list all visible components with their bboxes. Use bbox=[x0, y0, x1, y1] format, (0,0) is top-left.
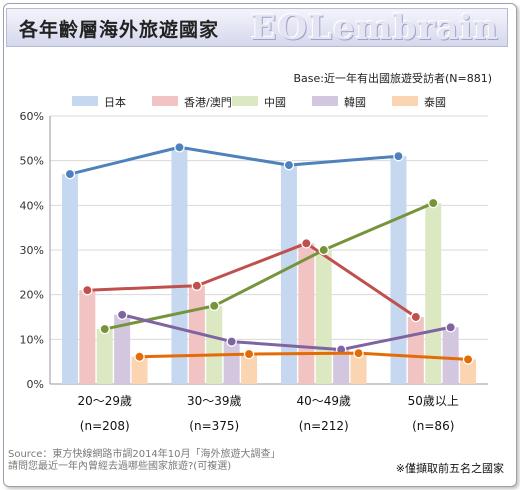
bar bbox=[171, 147, 188, 384]
footnote: ※僅擷取前五名之國家 bbox=[395, 462, 504, 475]
source-line-2: 請問您最近一年內曾經去過哪些國家旅遊?(可複選) bbox=[8, 461, 232, 472]
x-category-label: 50歲以上 bbox=[408, 394, 459, 408]
x-category-sample-size: (n=86) bbox=[412, 419, 454, 433]
bar bbox=[333, 349, 350, 384]
bar bbox=[350, 353, 367, 384]
data-point bbox=[116, 309, 128, 321]
data-point bbox=[64, 168, 76, 180]
legend-label: 香港/澳門 bbox=[184, 96, 232, 109]
legend-swatch bbox=[392, 96, 418, 106]
data-point bbox=[283, 159, 295, 171]
bar bbox=[131, 356, 148, 384]
y-tick-label: 60% bbox=[20, 110, 44, 123]
data-point bbox=[82, 284, 93, 296]
bar bbox=[460, 359, 477, 384]
y-tick-label: 0% bbox=[27, 378, 44, 391]
series-line bbox=[104, 201, 434, 331]
y-tick-label: 30% bbox=[20, 244, 44, 257]
legend-swatch bbox=[72, 96, 98, 106]
bar bbox=[298, 243, 315, 384]
legend-swatch bbox=[232, 96, 258, 106]
data-point bbox=[410, 311, 422, 323]
y-tick-label: 50% bbox=[20, 155, 44, 168]
bar bbox=[114, 314, 131, 384]
data-point bbox=[208, 300, 220, 312]
x-category-label: 20～29歲 bbox=[77, 394, 132, 408]
bar bbox=[390, 156, 407, 384]
data-point bbox=[243, 348, 255, 360]
data-point bbox=[427, 197, 439, 209]
bar bbox=[79, 290, 96, 384]
bar bbox=[442, 327, 459, 384]
series-line bbox=[87, 241, 417, 319]
source-line-1: Source：東方快線網路市調2014年10月「海外旅遊大調查」 bbox=[8, 449, 281, 460]
data-point bbox=[174, 142, 185, 153]
bar bbox=[61, 174, 78, 384]
data-point bbox=[462, 354, 474, 365]
y-tick-label: 40% bbox=[20, 199, 44, 212]
data-point bbox=[393, 150, 404, 162]
x-category-label: 30～39歲 bbox=[187, 394, 242, 408]
data-point bbox=[353, 347, 364, 359]
bar bbox=[407, 317, 424, 384]
bar bbox=[206, 305, 223, 384]
bar-layer bbox=[61, 147, 477, 384]
y-tick-label: 20% bbox=[20, 289, 44, 302]
x-category-sample-size: (n=212) bbox=[299, 419, 349, 433]
data-point bbox=[99, 323, 111, 335]
bar bbox=[223, 341, 240, 384]
bar bbox=[241, 354, 258, 384]
legend-swatch bbox=[312, 96, 338, 106]
x-category-sample-size: (n=208) bbox=[80, 419, 130, 433]
data-point bbox=[134, 351, 145, 363]
legend-label: 泰國 bbox=[424, 96, 446, 109]
legend-label: 日本 bbox=[104, 96, 126, 109]
legend-label: 中國 bbox=[264, 96, 286, 109]
data-point bbox=[445, 322, 456, 333]
line-layer bbox=[64, 142, 474, 365]
legend-label: 韓國 bbox=[344, 96, 366, 109]
series-line bbox=[121, 313, 451, 352]
data-point bbox=[301, 238, 312, 249]
bar bbox=[425, 203, 442, 384]
legend-swatch bbox=[152, 96, 178, 106]
series-line bbox=[139, 351, 469, 361]
data-point bbox=[191, 280, 203, 291]
x-category-sample-size: (n=375) bbox=[189, 419, 239, 433]
data-point bbox=[318, 244, 329, 256]
title-bar: 各年齡層海外旅遊國家 EOLembrain bbox=[6, 8, 508, 48]
x-category-label: 40～49歲 bbox=[296, 394, 351, 408]
bar bbox=[96, 329, 113, 384]
data-point bbox=[226, 336, 237, 347]
bar bbox=[315, 250, 332, 384]
series-line bbox=[69, 145, 399, 176]
axis-layer: 0% 10% 20% 30% 40% 50% 60% 20～29歲 (n=208) 30～39歲 (… bbox=[20, 110, 459, 433]
y-tick-label: 10% bbox=[20, 333, 44, 346]
brand-logo-text: EOLembrain bbox=[250, 8, 499, 48]
chart-title: 各年齡層海外旅遊國家 bbox=[19, 19, 220, 41]
base-note: Base:近一年有出國旅遊受訪者(N=881) bbox=[293, 72, 492, 85]
source-note: Source：東方快線網路市調2014年10月「海外旅遊大調查」 請問您最近一年… bbox=[8, 449, 281, 473]
bar bbox=[280, 165, 297, 384]
